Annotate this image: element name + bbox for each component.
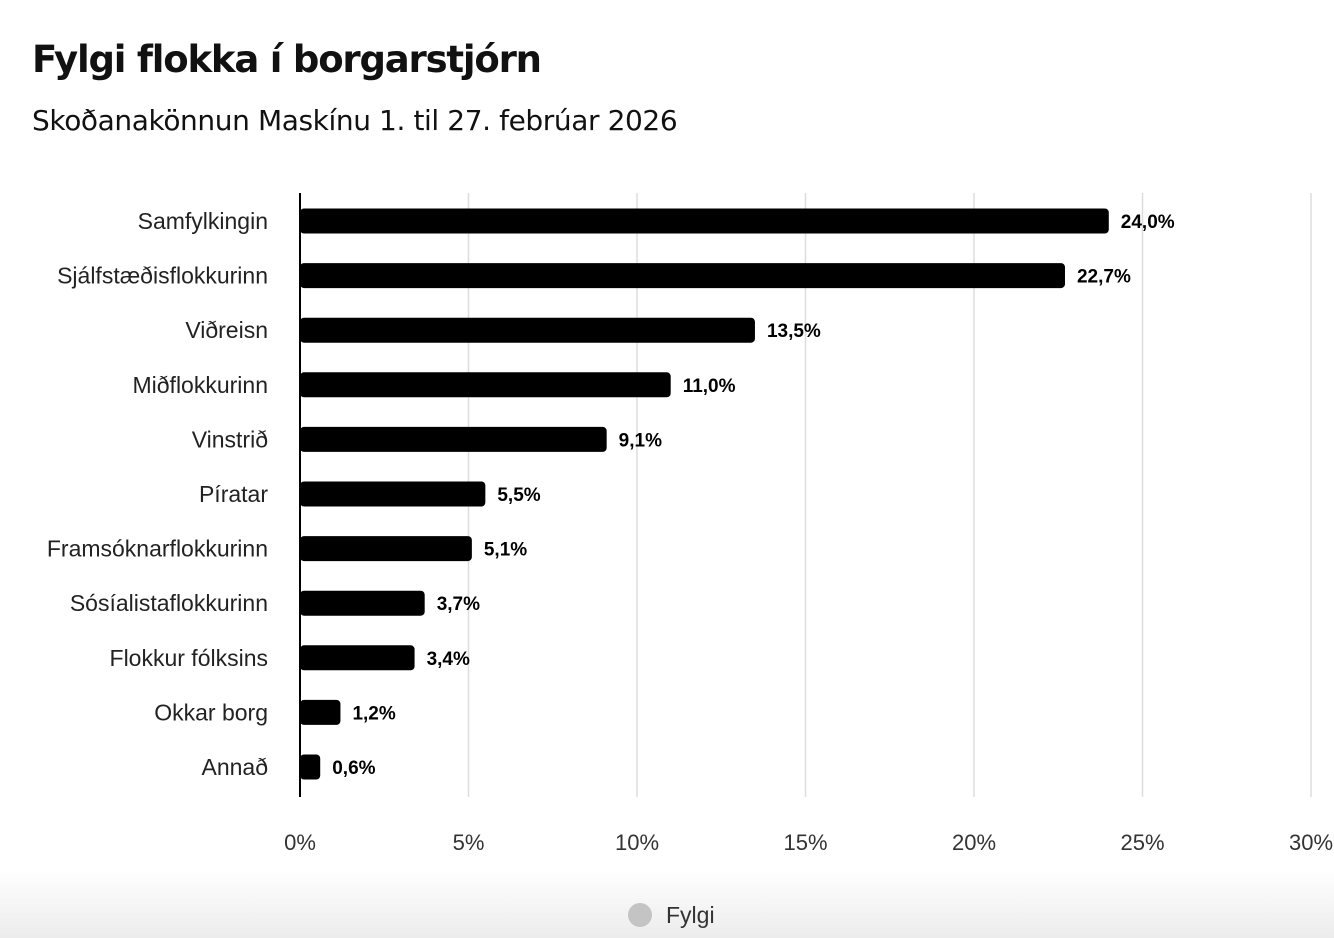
chart-title: Fylgi flokka í borgarstjórn [32,38,542,81]
x-tick-label: 15% [783,830,827,855]
bar [300,699,341,725]
x-tick-label: 20% [952,830,996,855]
category-label: Miðflokkurinn [133,372,269,398]
category-label: Viðreisn [185,317,268,343]
bar [300,372,671,398]
data-label: 0,6% [332,758,375,779]
x-tick-label: 5% [453,830,485,855]
category-label: Sjálfstæðisflokkurinn [57,263,268,289]
data-label: 22,7% [1077,267,1131,288]
data-label: 3,7% [437,594,480,615]
x-tick-label: 0% [284,830,316,855]
category-label: Píratar [199,481,268,507]
bar [300,263,1065,289]
data-label: 9,1% [619,430,662,451]
x-tick-label: 10% [615,830,659,855]
bar [300,645,415,671]
chart-footer [0,870,1334,938]
category-label: Framsóknarflokkurinn [47,536,268,562]
bar [300,536,472,562]
bar [300,590,425,616]
category-label: Annað [201,754,268,780]
data-label: 5,5% [497,485,540,506]
legend-swatch [628,903,652,927]
bar-chart: 0% 5% 10% 15% 20% 25% 30% Samfylkingin 24,0% Sjál… [47,193,1333,855]
category-label: Vinstrið [192,426,268,452]
data-label: 5,1% [484,540,527,561]
data-label: 13,5% [767,321,821,342]
bar [300,481,486,507]
x-tick-label: 25% [1120,830,1164,855]
data-label: 3,4% [427,649,470,670]
bar [300,208,1109,234]
category-label: Okkar borg [154,699,268,725]
legend[interactable]: Fylgi [628,900,715,930]
data-label: 24,0% [1121,212,1175,233]
category-label: Flokkur fólksins [110,645,268,671]
data-label: 11,0% [683,376,736,397]
category-label: Samfylkingin [138,208,268,234]
legend-label: Fylgi [666,901,715,928]
category-label: Sósíalistaflokkurinn [70,590,268,616]
bar [300,426,607,452]
x-tick-label: 30% [1289,830,1333,855]
chart-subtitle: Skoðanakönnun Maskínu 1. til 27. febrúar… [32,104,678,137]
bar [300,317,755,343]
bar [300,754,321,780]
data-label: 1,2% [352,703,395,724]
